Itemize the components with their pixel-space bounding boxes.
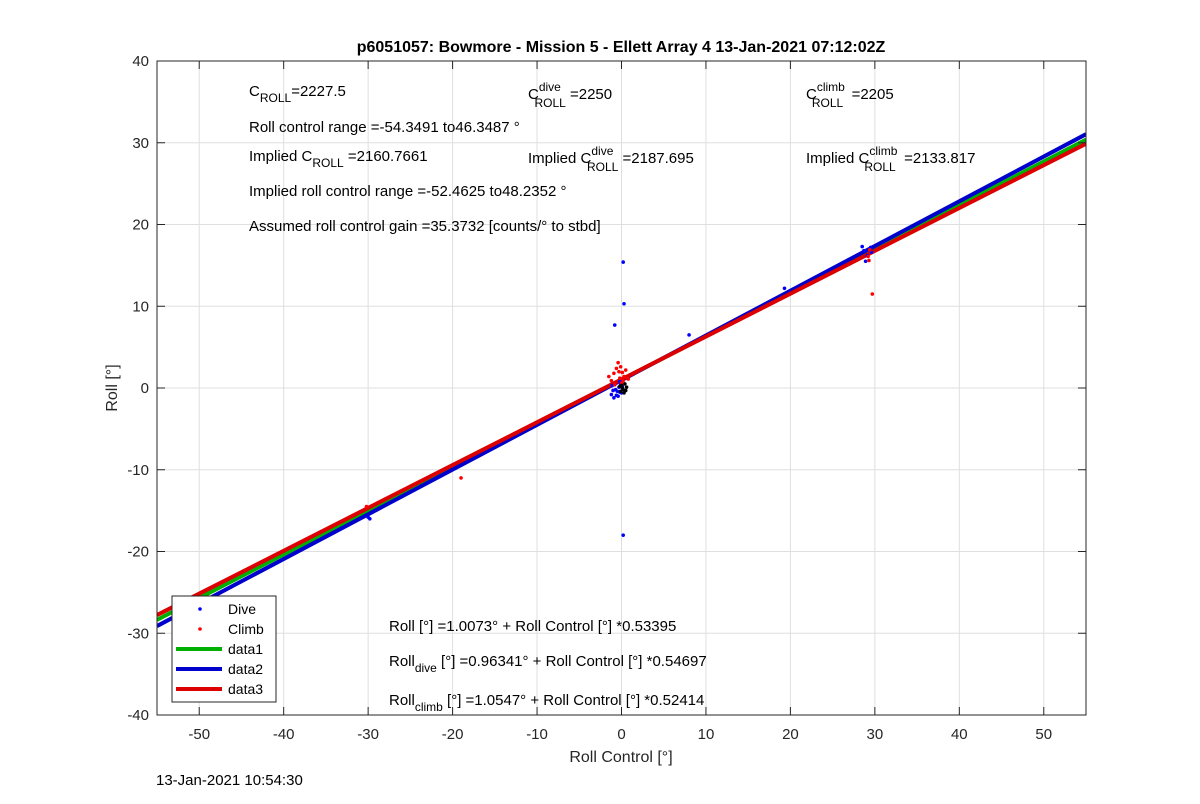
implied-c-roll-annotation-text: Implied CROLL =2160.7661	[249, 148, 428, 170]
c-roll-dive-annotation: Cdive ROLL =2250	[528, 80, 612, 110]
fit-line-data3	[157, 141, 1086, 617]
legend-label: Climb	[228, 621, 264, 637]
fit-dive-annotation-text: Rolldive [°] =0.96341° + Roll Control [°…	[389, 653, 707, 675]
data-point	[618, 384, 622, 389]
x-tick-label: 20	[782, 726, 799, 743]
c-roll-annotation: CROLL=2227.5	[249, 83, 346, 105]
y-axis-label: Roll [°]	[104, 364, 121, 411]
legend-label: Dive	[228, 601, 256, 617]
x-axis-label: Roll Control [°]	[569, 749, 672, 766]
data-point	[623, 388, 628, 393]
data-point	[621, 260, 625, 264]
series-black-marks	[618, 382, 629, 395]
data-point	[613, 387, 618, 392]
data-point	[863, 259, 868, 264]
c-roll-climb-annotation: Cclimb ROLL =2205	[806, 80, 894, 110]
y-tick-label: -40	[127, 707, 149, 724]
series-climb	[364, 248, 875, 509]
data-point	[612, 371, 616, 376]
y-tick-label: -10	[127, 462, 149, 479]
data-point	[626, 377, 631, 381]
data-point	[623, 368, 628, 372]
legend: Dive Climb data1 data2 data3	[171, 595, 277, 703]
data-point	[624, 385, 629, 389]
y-tick-label: -30	[127, 625, 149, 642]
data-point	[612, 396, 616, 400]
fit-all-annotation: Roll [°] =1.0073° + Roll Control [°] *0.…	[389, 618, 676, 635]
implied-c-roll-annotation: Implied CROLL =2160.7661	[249, 148, 428, 170]
data-point	[867, 258, 871, 263]
data-point	[862, 248, 866, 253]
assumed-gain-annotation: Assumed roll control gain =35.3732 [coun…	[249, 218, 601, 235]
c-roll-annotation-text: CROLL=2227.5	[249, 83, 346, 105]
y-tick-label: -20	[127, 544, 149, 561]
x-tick-label: 30	[867, 726, 884, 743]
y-tick-label: 0	[141, 380, 149, 397]
y-tick-label: 10	[132, 298, 149, 315]
data-point	[866, 254, 870, 259]
y-tick-label: 30	[132, 135, 149, 152]
x-tick-label: -20	[442, 726, 464, 743]
data-point	[618, 376, 622, 380]
x-tick-label: -50	[188, 726, 210, 743]
x-tick-label: 0	[617, 726, 625, 743]
c-roll-climb-annotation-text: Cclimb ROLL =2205	[806, 80, 894, 110]
data-point	[612, 382, 617, 387]
implied-c-roll-dive-annotation: Implied Cdive ROLL =2187.695	[528, 144, 694, 174]
data-point	[612, 323, 617, 327]
fit-dive-annotation: Rolldive [°] =0.96341° + Roll Control [°…	[389, 653, 707, 675]
data-point	[609, 378, 614, 383]
data-point	[368, 517, 372, 521]
data-point	[870, 292, 875, 296]
legend-label: data3	[228, 681, 263, 697]
data-point	[607, 374, 611, 379]
chart-title: p6051057: Bowmore - Mission 5 - Ellett A…	[357, 39, 886, 56]
x-tick-label: 50	[1035, 726, 1052, 743]
legend-marker-dive	[198, 607, 202, 611]
data-point	[618, 364, 623, 369]
data-point	[622, 301, 626, 306]
implied-c-roll-dive-annotation-text: Implied Cdive ROLL =2187.695	[528, 144, 694, 174]
x-tick-label: -10	[526, 726, 548, 743]
data-point	[618, 389, 623, 394]
data-point	[867, 248, 872, 252]
data-point	[687, 333, 691, 337]
fit-climb-annotation-text: Rollclimb [°] =1.0547° + Roll Control [°…	[389, 692, 704, 714]
legend-marker-climb	[198, 627, 202, 631]
c-roll-dive-annotation-text: Cdive ROLL =2250	[528, 80, 612, 110]
data-point	[782, 286, 787, 291]
data-point	[617, 369, 621, 374]
x-tick-label: -30	[357, 726, 379, 743]
data-point	[622, 374, 626, 379]
data-point	[620, 370, 625, 375]
data-point	[621, 378, 625, 383]
implied-c-roll-climb-annotation-text: Implied Cclimb ROLL =2133.817	[806, 144, 975, 174]
data-point	[364, 504, 369, 509]
data-point	[459, 476, 463, 480]
legend-label: data2	[228, 661, 263, 677]
fit-climb-annotation: Rollclimb [°] =1.0547° + Roll Control [°…	[389, 692, 704, 714]
legend-label: data1	[228, 641, 263, 657]
data-point	[614, 366, 619, 371]
data-point	[860, 244, 864, 249]
y-tick-label: 20	[132, 217, 149, 234]
y-tick-label: 40	[132, 53, 149, 70]
x-tick-label: 10	[698, 726, 715, 743]
data-point	[616, 394, 620, 398]
x-tick-label: 40	[951, 726, 968, 743]
data-point	[609, 392, 614, 397]
print-timestamp: 13-Jan-2021 10:54:30	[156, 772, 303, 789]
data-point	[623, 382, 627, 386]
x-tick-label: -40	[273, 726, 295, 743]
implied-c-roll-climb-annotation: Implied Cclimb ROLL =2133.817	[806, 144, 975, 174]
roll-control-range-annotation: Roll control range =-54.3491 to46.3487 °	[249, 119, 520, 136]
data-point	[616, 360, 620, 365]
data-point	[621, 533, 625, 537]
implied-range-annotation: Implied roll control range =-52.4625 to4…	[249, 183, 566, 200]
